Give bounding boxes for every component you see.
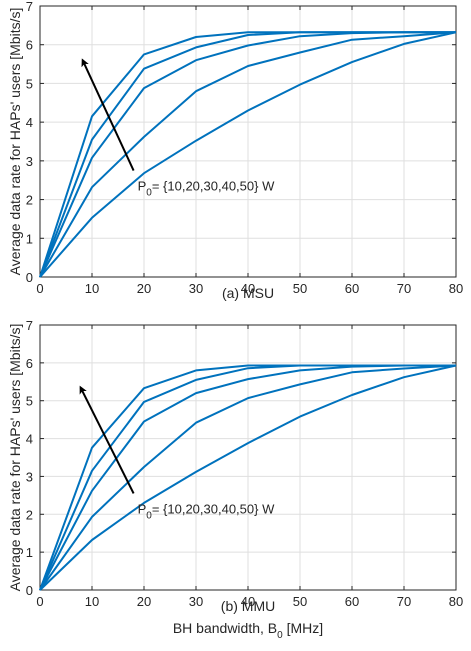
x-tick-label: 50 (293, 594, 307, 609)
y-tick-label: 0 (26, 583, 33, 598)
x-tick-label: 0 (36, 594, 43, 609)
y-tick-label: 6 (26, 38, 33, 53)
series-line-4 (39, 31, 457, 278)
y-tick-label: 1 (26, 231, 33, 246)
y-tick-label: 3 (26, 154, 33, 169)
panel-msu: 0 10 20 30 40 50 60 70 80 0 1 2 3 4 5 6 7 P0= {10,20,30,4… (7, 0, 463, 301)
x-tick-label: 70 (397, 594, 411, 609)
y-tick-label: 3 (26, 469, 33, 484)
y-tick-label: 7 (26, 0, 33, 14)
x-tick-label: 80 (449, 594, 463, 609)
x-tick-label: 30 (189, 281, 203, 296)
x-tick-label: 60 (345, 594, 359, 609)
y-axis-label: Average data rate for HAPs' users [Mbits… (7, 8, 23, 276)
x-tick-label: 80 (449, 281, 463, 296)
annotation-arrow (81, 58, 135, 171)
y-tick-label: 4 (26, 432, 33, 447)
x-tick-label: 0 (36, 281, 43, 296)
y-tick-label: 1 (26, 545, 33, 560)
x-tick-label: 40 (241, 594, 255, 609)
y-tick-label: 2 (26, 193, 33, 208)
panel-caption: (a) MSU (222, 285, 274, 301)
series-line-4 (39, 364, 457, 591)
x-tick-label: 60 (345, 281, 359, 296)
x-axis-label: BH bandwidth, B0 [MHz] (173, 620, 323, 641)
annotation-label: P0= {10,20,30,40,50} W (138, 179, 275, 199)
series-line-3 (39, 364, 456, 591)
y-tick-label: 6 (26, 356, 33, 371)
panel-caption: (b) MMU (221, 598, 275, 614)
x-tick-label: 50 (293, 281, 307, 296)
series-line-3 (39, 31, 456, 278)
y-tick-label: 5 (26, 394, 33, 409)
x-tick-label: 70 (397, 281, 411, 296)
y-tick-label: 2 (26, 507, 33, 522)
x-tick-label: 20 (137, 281, 151, 296)
x-tick-label: 20 (137, 594, 151, 609)
series-line-5 (39, 31, 457, 278)
y-tick-label: 0 (26, 270, 33, 285)
panel-mmu: 0 10 20 30 40 50 60 70 80 0 1 2 3 4 5 6 7 P0= {10,20,30,4… (7, 318, 463, 641)
y-tick-label: 5 (26, 76, 33, 91)
x-tick-label: 10 (85, 281, 99, 296)
x-tick-label: 30 (189, 594, 203, 609)
x-tick-label: 40 (241, 281, 255, 296)
y-tick-label: 4 (26, 115, 33, 130)
annotation-arrow (79, 385, 135, 494)
x-tick-label: 10 (85, 594, 99, 609)
annotation-label: P0= {10,20,30,40,50} W (138, 501, 275, 521)
y-tick-label: 7 (26, 318, 33, 333)
y-axis-label: Average data rate for HAPs' users [Mbits… (7, 324, 23, 592)
series-line-5 (39, 364, 457, 591)
